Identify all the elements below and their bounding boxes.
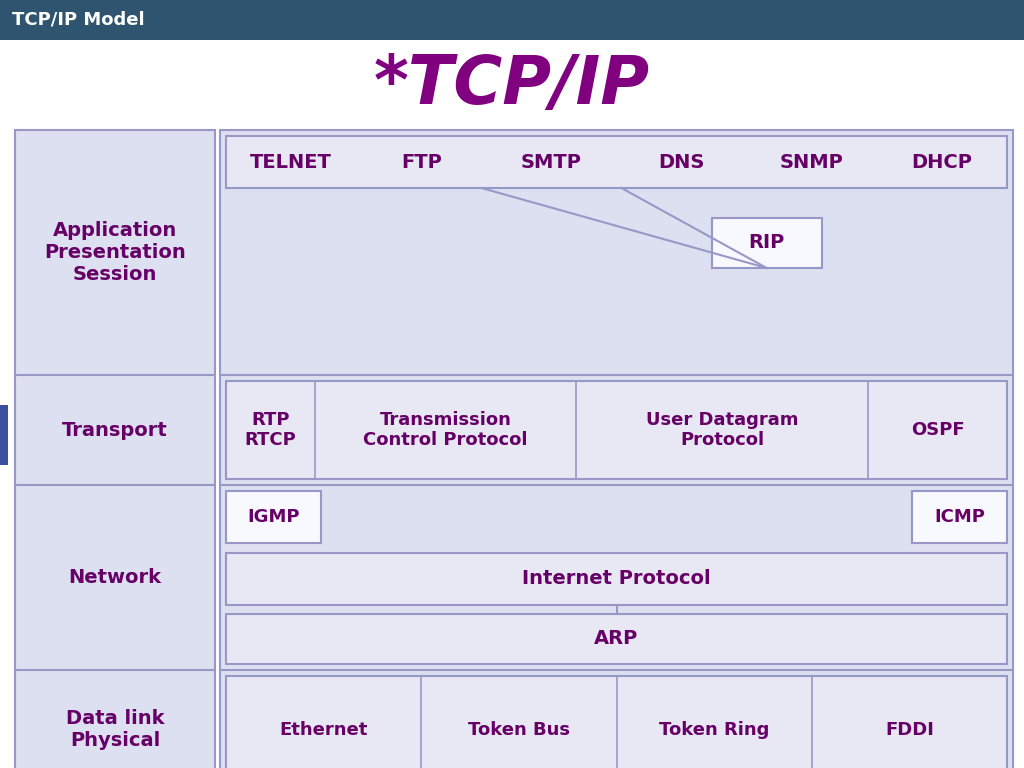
Text: SMTP: SMTP (521, 153, 582, 171)
Text: Application
Presentation
Session: Application Presentation Session (44, 221, 186, 284)
Bar (220, 130, 1013, 768)
Text: Ethernet: Ethernet (280, 721, 368, 739)
Bar (0, 405, 8, 465)
Bar (226, 381, 1007, 479)
Text: Internet Protocol: Internet Protocol (522, 570, 711, 588)
Text: TELNET: TELNET (250, 153, 332, 171)
Text: OSPF: OSPF (910, 421, 965, 439)
Text: User Datagram
Protocol: User Datagram Protocol (646, 411, 799, 449)
Text: SNMP: SNMP (780, 153, 844, 171)
Text: *TCP/IP: *TCP/IP (374, 52, 650, 118)
Bar (912, 491, 1007, 543)
Text: TCP/IP Model: TCP/IP Model (12, 11, 144, 29)
Text: Data link
Physical: Data link Physical (66, 710, 164, 750)
Text: Token Bus: Token Bus (468, 721, 570, 739)
Bar (712, 218, 821, 268)
Text: IGMP: IGMP (247, 508, 300, 526)
Text: RIP: RIP (749, 233, 784, 253)
Text: Token Ring: Token Ring (658, 721, 769, 739)
Text: FDDI: FDDI (885, 721, 934, 739)
Bar (226, 136, 1007, 188)
Text: ARP: ARP (594, 630, 639, 648)
Bar (0, 0, 1024, 40)
Bar (226, 614, 1007, 664)
Text: RTP
RTCP: RTP RTCP (245, 411, 296, 449)
Bar (226, 676, 1007, 768)
Text: Network: Network (69, 568, 162, 587)
Bar (15, 130, 215, 768)
Text: Transport: Transport (62, 421, 168, 439)
Bar (226, 491, 321, 543)
Text: DNS: DNS (658, 153, 705, 171)
Text: ICMP: ICMP (934, 508, 985, 526)
Text: DHCP: DHCP (911, 153, 973, 171)
Text: FTP: FTP (400, 153, 441, 171)
Text: Transmission
Control Protocol: Transmission Control Protocol (364, 411, 527, 449)
Bar (226, 553, 1007, 605)
